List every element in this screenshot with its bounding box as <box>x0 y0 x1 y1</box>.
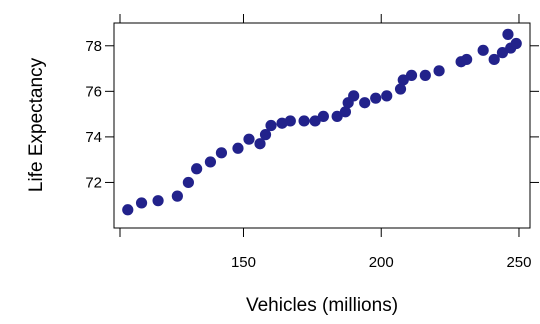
y-tick-label: 74 <box>85 129 102 146</box>
data-point <box>496 47 509 59</box>
x-axis-title: Vehicles (millions) <box>246 295 398 316</box>
data-point <box>477 44 489 56</box>
x-tick-label: 250 <box>506 254 531 271</box>
data-point <box>348 90 360 102</box>
data-point <box>243 133 255 145</box>
plot-frame <box>113 22 531 229</box>
data-point <box>254 138 266 150</box>
y-axis-title: Life Expectancy <box>26 57 47 192</box>
data-point <box>394 83 407 95</box>
data-points <box>122 28 522 216</box>
data-point <box>284 115 296 127</box>
y-tick-label: 72 <box>85 174 102 191</box>
axis-ticks: 150 200 250 72 74 76 78 <box>85 14 539 271</box>
data-point <box>397 74 409 86</box>
data-point <box>488 53 500 66</box>
data-point <box>309 115 321 127</box>
data-point <box>182 176 194 189</box>
data-point <box>204 156 217 168</box>
data-point <box>191 163 203 175</box>
data-point <box>171 190 183 202</box>
data-point <box>135 197 148 209</box>
data-point <box>122 204 134 216</box>
data-point <box>370 92 382 104</box>
data-point <box>510 37 522 50</box>
x-tick-label: 200 <box>369 254 394 271</box>
data-point <box>381 90 393 102</box>
y-tick-label: 78 <box>85 38 102 55</box>
x-tick-label: 150 <box>231 254 256 271</box>
data-point <box>317 110 329 122</box>
data-point <box>265 119 277 132</box>
data-point <box>433 65 445 77</box>
data-point <box>215 147 228 159</box>
y-tick-label: 76 <box>85 83 102 100</box>
data-point <box>339 106 352 118</box>
data-point <box>298 115 310 127</box>
data-point <box>502 28 514 40</box>
data-point <box>461 53 473 66</box>
data-point <box>331 110 343 122</box>
data-point <box>419 69 431 81</box>
data-point <box>152 195 164 207</box>
data-point <box>259 129 272 141</box>
data-point <box>359 97 371 109</box>
data-point <box>232 142 244 154</box>
data-point <box>405 69 418 81</box>
